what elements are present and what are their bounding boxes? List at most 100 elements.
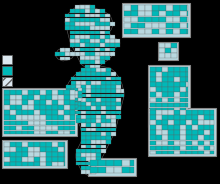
Bar [52, 152, 58, 157]
Bar [106, 77, 111, 80]
Bar [34, 162, 40, 166]
Bar [80, 56, 85, 60]
Bar [162, 151, 168, 154]
Bar [106, 102, 111, 106]
Bar [34, 131, 40, 134]
Bar [28, 121, 34, 125]
Bar [150, 87, 156, 92]
Bar [96, 153, 101, 157]
Bar [111, 132, 116, 136]
Bar [210, 115, 214, 120]
Bar [76, 157, 81, 161]
Bar [46, 152, 52, 157]
Bar [187, 23, 188, 28]
Bar [76, 72, 81, 76]
Bar [152, 11, 159, 17]
Bar [66, 95, 70, 98]
Bar [210, 110, 214, 115]
Bar [34, 142, 40, 147]
Bar [64, 110, 70, 115]
Bar [90, 56, 95, 60]
Bar [96, 106, 101, 110]
Bar [186, 146, 192, 150]
Bar [64, 90, 70, 95]
Bar [34, 100, 40, 105]
Bar [4, 105, 10, 110]
Bar [96, 72, 101, 76]
Bar [86, 72, 91, 76]
Bar [210, 151, 214, 154]
Bar [22, 105, 28, 110]
Bar [96, 93, 101, 98]
Bar [58, 152, 64, 157]
Bar [66, 102, 70, 105]
Bar [58, 142, 64, 147]
Bar [4, 142, 10, 147]
Bar [148, 108, 216, 156]
Bar [101, 106, 106, 110]
Bar [78, 91, 82, 95]
Bar [174, 82, 180, 87]
Bar [101, 132, 106, 136]
Bar [138, 23, 145, 28]
Bar [198, 115, 204, 120]
Bar [85, 65, 90, 68]
Bar [210, 135, 214, 140]
Bar [91, 77, 96, 80]
Bar [81, 144, 86, 148]
Bar [174, 141, 180, 145]
Bar [70, 105, 74, 108]
Bar [180, 151, 186, 154]
Bar [106, 128, 111, 131]
Bar [111, 85, 116, 89]
Bar [60, 56, 65, 61]
Bar [150, 93, 156, 97]
Bar [156, 115, 162, 120]
Bar [162, 103, 168, 107]
Bar [80, 31, 85, 34]
Bar [86, 106, 91, 110]
Bar [28, 90, 34, 95]
Bar [162, 82, 168, 87]
Bar [58, 90, 64, 95]
Bar [85, 9, 90, 13]
Bar [10, 116, 16, 120]
Bar [180, 67, 186, 72]
Bar [96, 128, 101, 131]
Bar [86, 85, 91, 89]
Bar [116, 89, 121, 93]
Bar [81, 153, 86, 157]
Bar [114, 167, 122, 173]
Bar [204, 120, 210, 125]
Bar [58, 116, 64, 120]
Bar [4, 157, 10, 162]
Bar [22, 90, 28, 95]
Bar [101, 85, 106, 89]
Bar [10, 110, 16, 115]
Bar [85, 5, 90, 9]
Bar [90, 31, 95, 34]
Bar [81, 85, 86, 89]
Bar [180, 110, 186, 115]
Bar [75, 39, 80, 43]
Bar [121, 93, 124, 98]
Bar [101, 136, 106, 140]
Bar [10, 152, 16, 157]
Bar [192, 125, 198, 130]
Bar [76, 98, 81, 102]
Bar [111, 102, 116, 106]
Bar [138, 11, 145, 17]
Bar [95, 13, 100, 17]
Bar [171, 48, 177, 53]
Bar [2, 66, 12, 75]
Bar [34, 126, 40, 130]
Bar [81, 140, 86, 144]
Bar [180, 115, 186, 120]
Bar [71, 93, 76, 98]
Bar [111, 106, 116, 110]
Bar [66, 98, 70, 101]
Bar [40, 126, 46, 130]
Bar [106, 72, 111, 76]
Bar [156, 141, 162, 145]
Bar [111, 93, 116, 98]
